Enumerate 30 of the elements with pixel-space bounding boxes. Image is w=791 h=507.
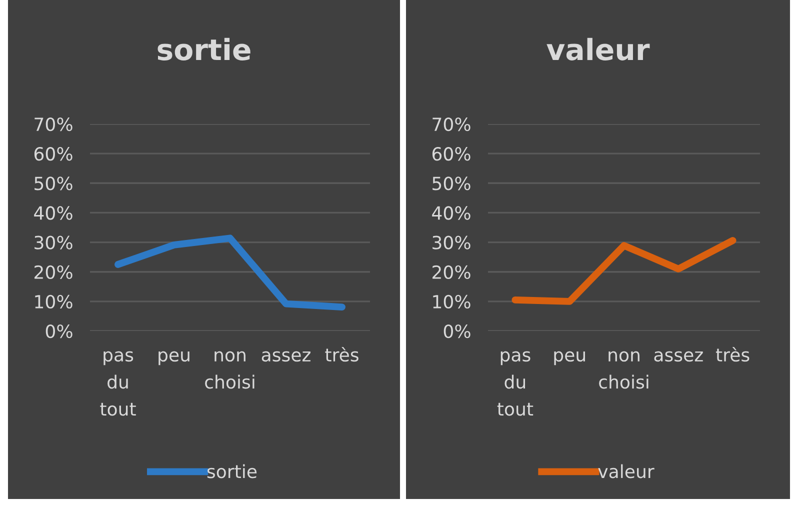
x-tick-label: pas du tout [497,351,534,416]
x-tick-label: non choisi [599,351,648,389]
y-tick-label: 60% [432,147,470,161]
legend-label: valeur [598,464,654,478]
y-tick-label: 0% [444,324,470,338]
x-tick-label: peu [158,351,190,366]
x-tick-label: assez [262,351,310,362]
x-tick-label: non choisi [205,351,254,389]
x-tick-label: très [325,346,358,362]
y-tick-label: 40% [432,206,470,220]
y-tick-label: 70% [34,117,72,132]
y-tick-label: 60% [34,147,72,161]
x-tick-label: peu [554,351,585,366]
x-tick-label: assez [654,351,703,362]
y-tick-label: 30% [432,236,470,250]
chart-title: valeur [546,38,650,60]
y-tick-label: 50% [34,176,72,190]
y-tick-label: 40% [34,206,72,220]
x-tick-label: très [716,346,750,362]
legend-label: sortie [207,464,257,478]
y-tick-label: 30% [34,236,72,250]
x-tick-label: pas du tout [100,351,136,416]
chart-title: sortie [158,38,250,60]
y-tick-label: 70% [432,117,470,132]
y-tick-label: 0% [46,324,72,338]
y-tick-label: 20% [34,265,72,279]
y-tick-label: 20% [432,265,470,279]
y-tick-label: 10% [35,294,72,309]
y-tick-label: 50% [432,176,470,190]
y-tick-label: 10% [433,294,470,309]
